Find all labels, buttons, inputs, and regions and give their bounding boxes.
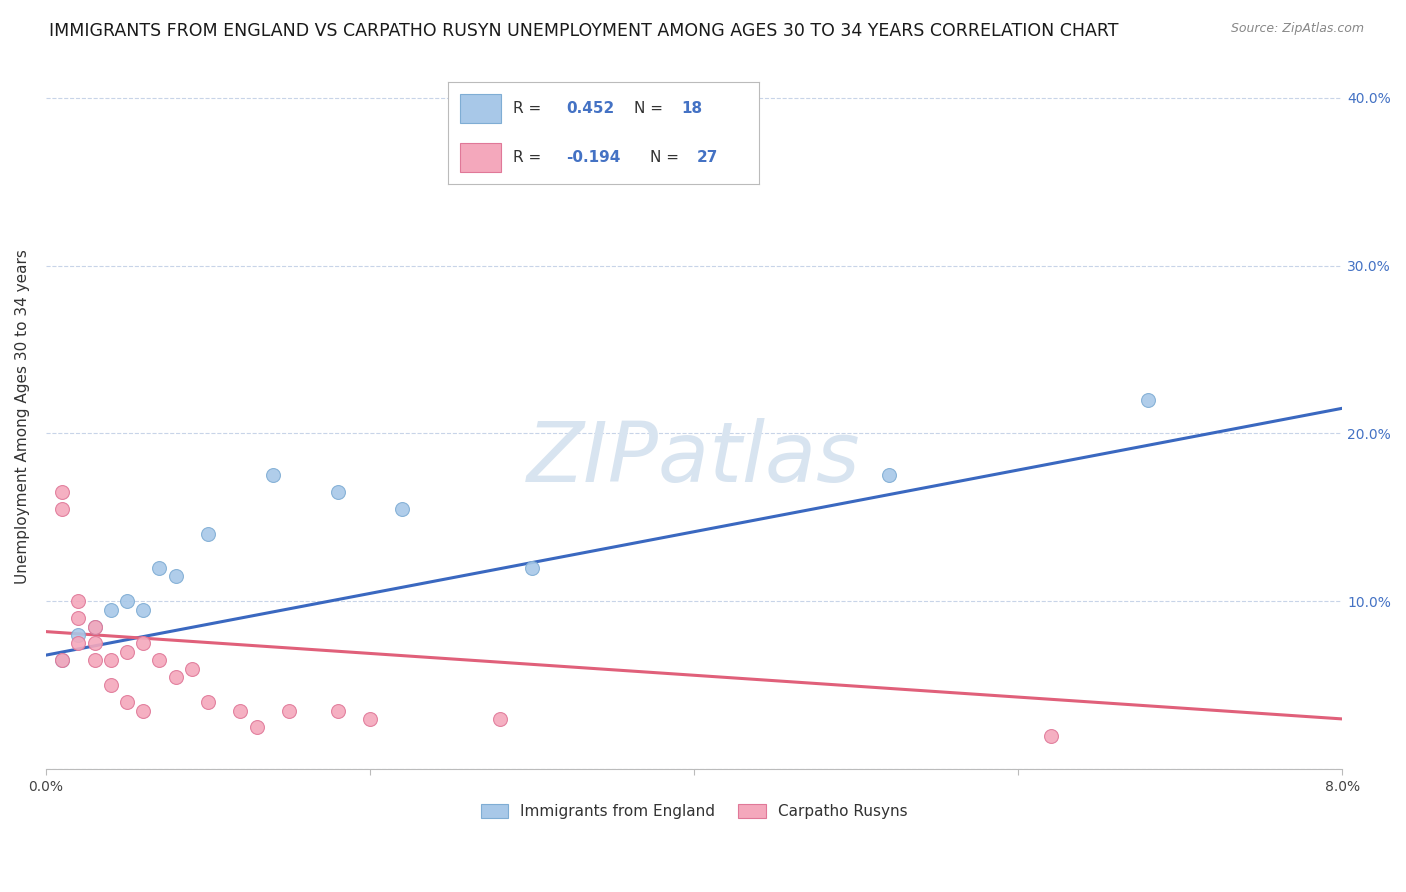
Point xyxy=(115,695,138,709)
Point xyxy=(67,628,90,642)
Point xyxy=(100,603,122,617)
Point xyxy=(148,561,170,575)
Point xyxy=(51,502,73,516)
Point xyxy=(651,124,673,138)
Point xyxy=(1136,392,1159,407)
Point xyxy=(83,619,105,633)
Point xyxy=(229,704,252,718)
Point xyxy=(132,603,155,617)
Point xyxy=(520,561,543,575)
Point xyxy=(51,653,73,667)
Legend: Immigrants from England, Carpatho Rusyns: Immigrants from England, Carpatho Rusyns xyxy=(474,797,914,825)
Point xyxy=(278,704,301,718)
Point xyxy=(132,704,155,718)
Point xyxy=(391,502,413,516)
Point xyxy=(115,645,138,659)
Point xyxy=(51,485,73,500)
Point xyxy=(197,527,219,541)
Point xyxy=(877,468,900,483)
Point xyxy=(262,468,284,483)
Point xyxy=(100,678,122,692)
Point xyxy=(67,636,90,650)
Point xyxy=(1039,729,1062,743)
Point xyxy=(197,695,219,709)
Point xyxy=(67,611,90,625)
Point xyxy=(83,653,105,667)
Text: Source: ZipAtlas.com: Source: ZipAtlas.com xyxy=(1230,22,1364,36)
Point xyxy=(132,636,155,650)
Point xyxy=(246,720,269,734)
Point xyxy=(83,619,105,633)
Point xyxy=(148,653,170,667)
Point xyxy=(488,712,510,726)
Point xyxy=(359,712,381,726)
Point xyxy=(100,653,122,667)
Point xyxy=(115,594,138,608)
Point xyxy=(326,704,349,718)
Text: IMMIGRANTS FROM ENGLAND VS CARPATHO RUSYN UNEMPLOYMENT AMONG AGES 30 TO 34 YEARS: IMMIGRANTS FROM ENGLAND VS CARPATHO RUSY… xyxy=(49,22,1119,40)
Y-axis label: Unemployment Among Ages 30 to 34 years: Unemployment Among Ages 30 to 34 years xyxy=(15,249,30,584)
Point xyxy=(51,653,73,667)
Point xyxy=(180,662,202,676)
Point xyxy=(67,594,90,608)
Point xyxy=(326,485,349,500)
Point xyxy=(165,569,187,583)
Point xyxy=(83,636,105,650)
Text: ZIPatlas: ZIPatlas xyxy=(527,418,860,500)
Point xyxy=(165,670,187,684)
